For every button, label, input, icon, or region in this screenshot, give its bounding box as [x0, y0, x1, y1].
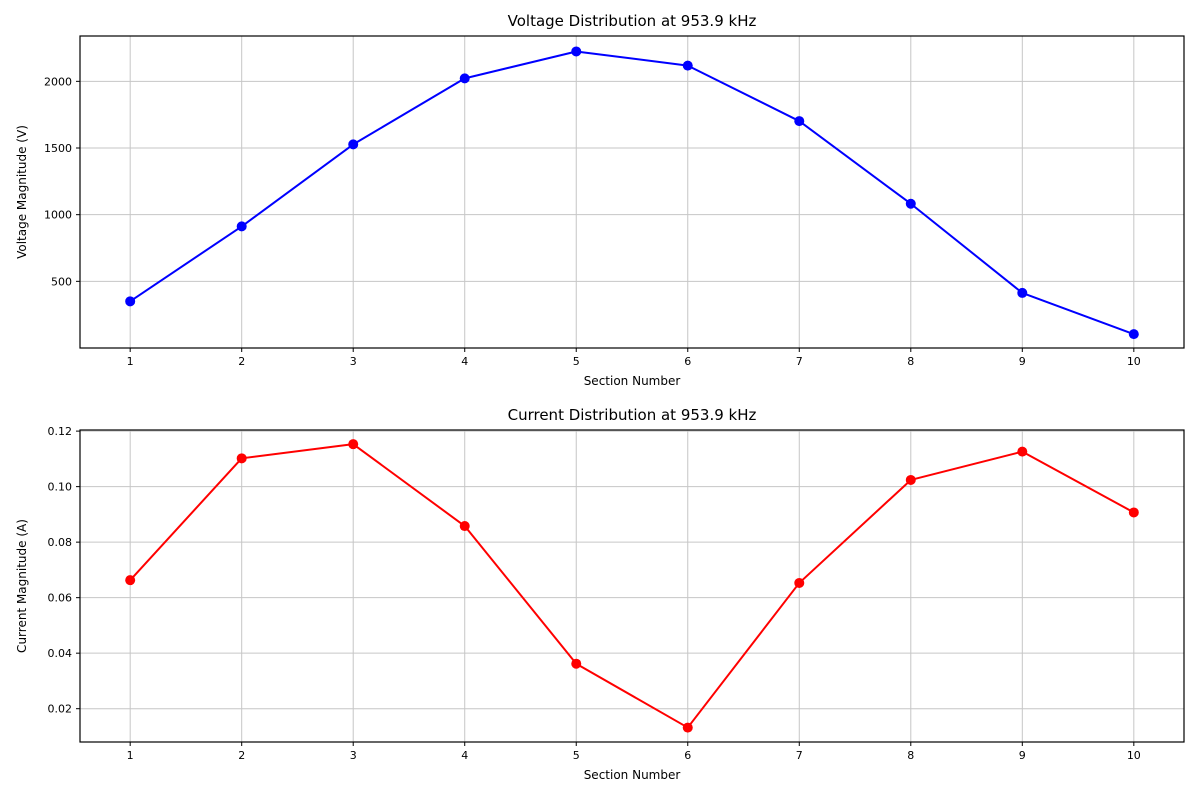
y-tick-label: 0.10 — [48, 481, 73, 494]
voltage-data-point-marker — [794, 116, 805, 127]
x-tick-label: 10 — [1127, 749, 1141, 762]
x-tick-label: 2 — [238, 749, 245, 762]
current-data-point-marker — [459, 521, 470, 532]
x-tick-label: 10 — [1127, 355, 1141, 368]
x-tick-label: 7 — [796, 749, 803, 762]
x-tick-label: 6 — [684, 749, 691, 762]
y-tick-label: 0.12 — [48, 425, 73, 438]
current-data-point-marker — [1017, 446, 1028, 457]
x-tick-label: 8 — [907, 749, 914, 762]
voltage-chart-xaxis-label: Section Number — [583, 374, 681, 388]
y-tick-label: 1500 — [44, 142, 72, 155]
x-tick-label: 9 — [1019, 749, 1026, 762]
current-data-point-marker — [682, 722, 693, 733]
current-data-point-marker — [125, 575, 136, 586]
x-tick-label: 5 — [573, 355, 580, 368]
current-data-point-marker — [794, 577, 805, 588]
voltage-data-point-marker — [1017, 287, 1028, 298]
current-data-point-marker — [348, 439, 359, 450]
voltage-data-point-marker — [1128, 329, 1139, 340]
voltage-line — [129, 50, 1135, 336]
current-chart-yaxis-label: Current Magnitude (A) — [15, 519, 29, 653]
x-tick-label: 5 — [573, 749, 580, 762]
x-tick-label: 4 — [461, 355, 468, 368]
x-tick-label: 9 — [1019, 355, 1026, 368]
y-tick-label: 0.06 — [48, 592, 73, 605]
current-chart-title: Current Distribution at 953.9 kHz — [507, 406, 757, 424]
voltage-chart-yaxis-label: Voltage Magnitude (V) — [15, 125, 29, 259]
y-tick-label: 2000 — [44, 75, 72, 88]
current-chart-plot: 1 2 3 4 5 6 7 8 9 10 0.02 0.04 0.06 0.08 0.10 0.12 — [48, 425, 1185, 762]
current-data-point-marker — [1128, 507, 1139, 518]
y-tick-label: 0.04 — [48, 647, 73, 660]
y-tick-label: 1000 — [44, 209, 72, 222]
current-line — [129, 443, 1135, 729]
voltage-chart-title: Voltage Distribution at 953.9 kHz — [507, 12, 757, 30]
x-tick-label: 6 — [684, 355, 691, 368]
current-data-point-marker — [905, 474, 916, 485]
voltage-data-point-marker — [348, 139, 359, 150]
x-tick-label: 1 — [127, 749, 134, 762]
voltage-data-point-marker — [125, 296, 136, 307]
voltage-data-point-marker — [459, 73, 470, 84]
x-tick-label: 4 — [461, 749, 468, 762]
voltage-data-point-marker — [571, 46, 582, 57]
x-tick-label: 7 — [796, 355, 803, 368]
x-tick-label: 8 — [907, 355, 914, 368]
y-tick-label: 0.02 — [48, 703, 73, 716]
voltage-chart-plot: 1 2 3 4 5 6 7 8 9 10 500 1000 1500 2000 — [44, 35, 1185, 368]
voltage-data-point-marker — [236, 221, 247, 232]
voltage-data-point-marker — [905, 198, 916, 209]
x-tick-label: 2 — [238, 355, 245, 368]
current-data-point-marker — [571, 658, 582, 669]
y-tick-label: 0.08 — [48, 536, 73, 549]
current-data-point-marker — [236, 453, 247, 464]
current-chart-xaxis-label: Section Number — [583, 768, 681, 782]
axes-spines — [79, 35, 1185, 349]
x-tick-label: 1 — [127, 355, 134, 368]
x-tick-label: 3 — [350, 355, 357, 368]
axes-spines — [79, 429, 1185, 743]
x-tick-label: 3 — [350, 749, 357, 762]
y-tick-label: 500 — [51, 275, 72, 288]
voltage-data-point-marker — [682, 60, 693, 71]
